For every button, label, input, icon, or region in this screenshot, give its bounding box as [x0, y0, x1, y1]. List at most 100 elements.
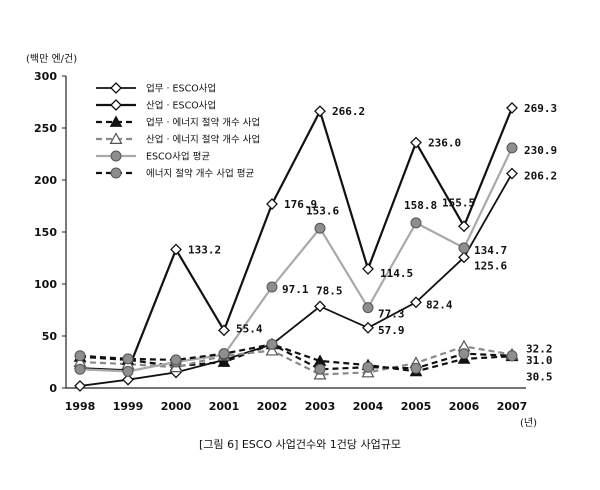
series-1-point [362, 263, 374, 275]
x-tick-label: 2005 [401, 400, 432, 413]
series-1-point [458, 220, 470, 233]
series-0-point [506, 167, 518, 180]
data-label: 32.2 [526, 343, 553, 356]
legend-swatch-marker [110, 167, 122, 179]
series-line-2 [79, 343, 513, 373]
data-label: 269.3 [524, 102, 557, 115]
legend-item: 에너지 절약 개수 사업 평균 [96, 167, 254, 180]
series-2-point [217, 355, 231, 367]
data-label: 82.4 [426, 298, 453, 311]
data-label: 55.4 [236, 322, 263, 335]
y-tick-label: 50 [42, 330, 58, 343]
x-tick-label: 1998 [65, 400, 96, 413]
series-markers [73, 102, 519, 392]
series-5-point [266, 338, 278, 350]
series-1-point [218, 324, 230, 337]
legend-label: 업무 · 에너지 절약 개수 사업 [146, 117, 260, 129]
series-1-point [410, 136, 422, 149]
data-labels: 133.2 55.4 176.9 266.2 114.5 236.0 155.5 269.3 7… [188, 102, 557, 383]
series-4-point [362, 302, 374, 314]
x-tick-label: 2000 [161, 400, 192, 413]
series-5-point [410, 362, 422, 374]
y-tick-label: 200 [34, 174, 57, 187]
series-5-point [218, 348, 230, 360]
data-label: 57.9 [378, 324, 405, 337]
data-label: 158.8 [404, 199, 437, 212]
data-label: 206.2 [524, 170, 557, 183]
data-label: 176.9 [284, 198, 317, 211]
x-tick-label: 1999 [113, 400, 144, 413]
figure-caption: [그림 6] ESCO 사업건수와 1건당 사업규모 [199, 438, 401, 451]
series-4-point [506, 142, 518, 154]
series-0-point [458, 251, 470, 264]
legend-item: ESCO사업 평균 [96, 150, 210, 163]
series-5-point [74, 350, 86, 362]
y-tick-label: 100 [34, 278, 57, 291]
series-5-point [314, 363, 326, 375]
series-0-point [362, 321, 374, 334]
legend-swatch-marker [109, 115, 123, 127]
series-line-0 [79, 173, 513, 387]
data-label: 114.5 [380, 267, 413, 280]
legend-swatch-marker [110, 150, 122, 162]
data-label: 230.9 [524, 144, 557, 157]
series-4-point [122, 365, 134, 377]
series-0-point [122, 373, 134, 386]
legend-item: 업무 · 에너지 절약 개수 사업 [96, 115, 260, 129]
legend-item: 산업 · ESCO사업 [96, 99, 216, 112]
legend-label: 에너지 절약 개수 사업 평균 [146, 168, 254, 180]
data-label: 77.3 [378, 308, 405, 321]
data-label: 31.0 [526, 354, 553, 367]
x-tick-label: 2001 [209, 400, 240, 413]
series-line-1 [79, 107, 514, 372]
data-label: 266.2 [332, 105, 365, 118]
series-line-4 [79, 147, 513, 373]
data-label: 78.5 [316, 284, 343, 297]
data-label: 133.2 [188, 243, 221, 256]
x-tick-label: 2006 [449, 400, 480, 413]
legend-swatch-marker [109, 132, 123, 144]
y-tick-label: 150 [34, 226, 57, 239]
legend-item: 업무 · ESCO사업 [96, 82, 216, 95]
legend-label: ESCO사업 평균 [146, 151, 210, 163]
legend-label: 업무 · ESCO사업 [146, 83, 216, 95]
data-label: 236.0 [428, 137, 461, 150]
series-1-point [266, 198, 278, 210]
series-0-point [410, 296, 422, 309]
series-4-point [410, 217, 422, 229]
series-4-point [314, 222, 326, 234]
series-5-point [362, 361, 374, 373]
legend-label: 산업 · ESCO사업 [146, 100, 216, 112]
legend-swatch-marker [110, 82, 122, 94]
series-0-point [74, 380, 86, 392]
data-label: 153.6 [306, 204, 339, 217]
x-tick-label: 2007 [497, 400, 528, 413]
series-5-point [506, 350, 518, 362]
x-tick-label: 2003 [305, 400, 336, 413]
y-tick-label: 300 [34, 70, 57, 83]
y-axis-unit-label: (백만 엔/건) [26, 53, 77, 65]
series-line-5 [79, 343, 513, 371]
x-axis-unit-label: (년) [520, 417, 537, 429]
x-tick-label: 2002 [257, 400, 288, 413]
series-4-point [74, 363, 86, 375]
series-1-point [314, 105, 326, 118]
legend-item: 산업 · 에너지 절약 개수 사업 [96, 132, 260, 146]
axes: 0 50 100 150 200 250 300 1998 1999 2000 2001 2002 20… [34, 70, 527, 413]
x-tick-label: 2004 [353, 400, 384, 413]
data-label: 134.7 [474, 244, 507, 257]
series-5-point [170, 354, 182, 366]
series-1-point [506, 102, 518, 114]
data-label: 125.6 [474, 259, 507, 272]
series-3-point [265, 343, 279, 356]
legend-swatch-marker [110, 99, 122, 111]
series-line-3 [79, 345, 513, 376]
y-tick-label: 0 [49, 382, 57, 395]
series-4-point [266, 281, 278, 293]
legend-label: 산업 · 에너지 절약 개수 사업 [146, 134, 260, 146]
data-label: 155.5 [442, 196, 475, 209]
series-5-point [458, 348, 470, 360]
series-0-point [314, 300, 326, 313]
